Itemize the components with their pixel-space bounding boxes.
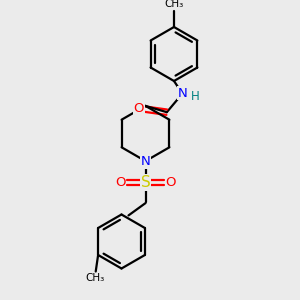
Text: N: N xyxy=(178,86,188,100)
Text: N: N xyxy=(141,155,150,168)
Text: S: S xyxy=(141,175,150,190)
Text: O: O xyxy=(115,176,126,189)
Text: H: H xyxy=(190,89,200,103)
Text: O: O xyxy=(134,102,144,115)
Text: O: O xyxy=(166,176,176,189)
Text: CH₃: CH₃ xyxy=(164,0,184,9)
Text: CH₃: CH₃ xyxy=(85,273,104,284)
